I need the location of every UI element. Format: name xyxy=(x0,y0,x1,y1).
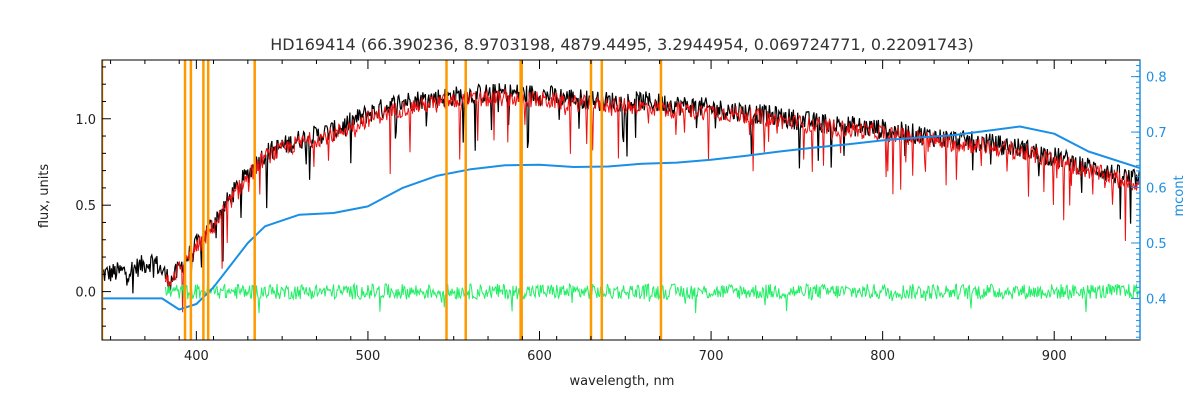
observed-spectrum-line xyxy=(102,83,1140,294)
y-tick-label: 1.0 xyxy=(75,113,96,128)
x-tick-label: 400 xyxy=(184,349,209,364)
plot-area xyxy=(102,60,1140,340)
chart-title: HD169414 (66.390236, 8.9703198, 4879.449… xyxy=(270,35,974,54)
continuum-line xyxy=(102,125,1140,311)
y-tick-label: 0.5 xyxy=(75,199,96,214)
y-tick-label: 0.0 xyxy=(75,286,96,301)
axes: 400 500 600 700 800 900 0.0 0.5 1.0 0.4 0.5 0.6 0.7 0… xyxy=(75,60,1167,364)
y-axis-label: flux, units xyxy=(37,164,52,229)
y2-tick-label: 0.6 xyxy=(1146,182,1167,197)
x-tick-label: 500 xyxy=(356,349,381,364)
y2-tick-label: 0.5 xyxy=(1146,237,1167,252)
x-tick-label: 900 xyxy=(1042,349,1067,364)
y2-tick-label: 0.8 xyxy=(1146,71,1167,86)
y2-axis-label: mcont xyxy=(1172,175,1187,216)
x-axis-label: wavelength, nm xyxy=(570,374,675,389)
y2-tick-label: 0.4 xyxy=(1146,292,1167,307)
residual-line xyxy=(165,282,1140,314)
model-spectrum-line xyxy=(165,88,1140,313)
x-tick-label: 600 xyxy=(527,349,552,364)
y2-tick-label: 0.7 xyxy=(1146,126,1167,141)
x-tick-label: 700 xyxy=(699,349,724,364)
x-tick-label: 800 xyxy=(870,349,895,364)
